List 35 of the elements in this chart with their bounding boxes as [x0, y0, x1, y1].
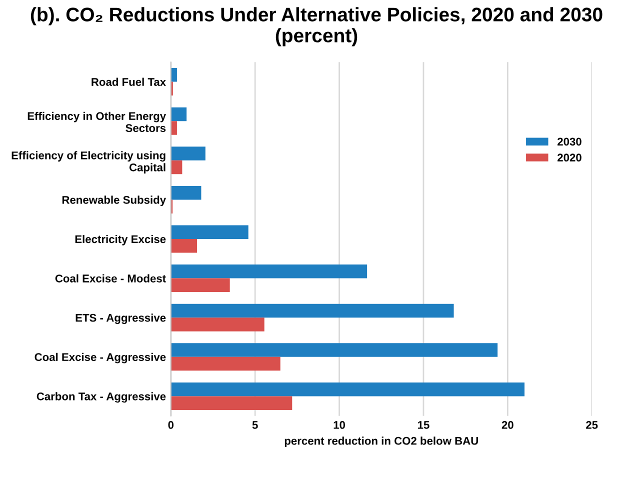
bar: [170, 343, 498, 357]
bar: [170, 356, 280, 371]
x-tick-label: 20: [502, 421, 514, 429]
bar: [170, 318, 264, 332]
y-tick-label: Road Fuel Tax: [92, 78, 166, 86]
bar: [170, 225, 248, 239]
bar: [170, 239, 198, 253]
x-tick-label: 0: [168, 421, 174, 429]
bar: [170, 304, 454, 318]
bar: [170, 382, 525, 396]
bar: [170, 264, 368, 278]
x-tick-label: 5: [252, 421, 258, 429]
bar: [170, 160, 182, 174]
bar: [170, 68, 177, 82]
bar: [170, 396, 292, 410]
y-tick-label: Efficiency in Other Energy Sectors: [28, 112, 166, 132]
y-tick-label: Electricity Excise: [75, 234, 166, 246]
bar: [170, 146, 206, 160]
y-tick-label: Renewable Subsidy: [62, 196, 166, 206]
x-tick-label: 25: [586, 421, 598, 429]
y-tick-label: Efficiency of Electricity using Capital: [12, 151, 166, 174]
bar: [170, 121, 177, 135]
bar: [170, 107, 187, 122]
legend-label: 2030: [558, 138, 582, 146]
y-tick-label: Coal Excise - Modest: [55, 274, 166, 282]
y-tick-label: Coal Excise - Aggressive: [34, 352, 166, 364]
y-tick-label: Carbon Tax - Aggressive: [36, 392, 166, 403]
legend-label: 2020: [558, 154, 582, 162]
x-tick-label: 15: [418, 421, 430, 429]
y-tick-label: ETS - Aggressive: [76, 314, 166, 324]
bar: [170, 186, 202, 200]
bar: [170, 278, 230, 292]
x-tick-label: 10: [334, 421, 346, 429]
chart-title: (b). CO₂ Reductions Under Alternative Policies, 2020 and 2030 (percent): [30, 7, 602, 46]
x-axis-title: percent reduction in CO2 below BAU: [284, 436, 478, 447]
